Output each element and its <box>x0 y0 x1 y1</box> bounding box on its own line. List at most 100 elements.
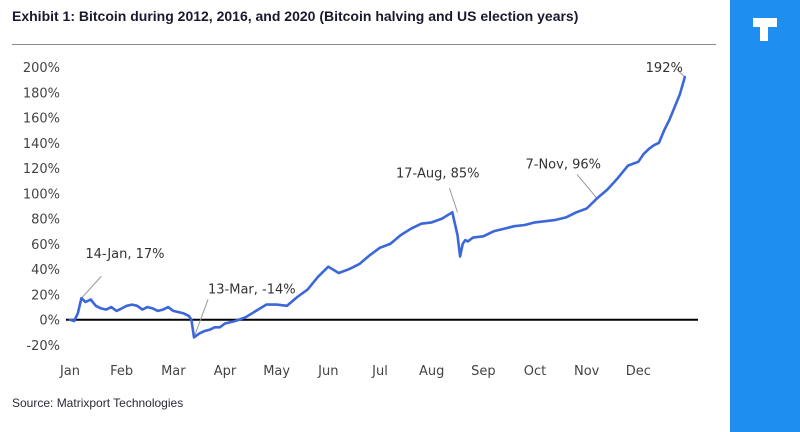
data-point <box>492 230 495 233</box>
data-point <box>208 329 211 331</box>
data-point <box>668 119 671 121</box>
data-point <box>456 234 459 236</box>
data-point <box>167 306 169 308</box>
data-point <box>503 227 505 230</box>
data-point <box>678 94 681 96</box>
data-point <box>420 222 423 225</box>
annotation-leader <box>80 275 102 299</box>
x-tick-label: May <box>263 364 290 379</box>
x-tick-label: Dec <box>626 364 651 379</box>
annotation-leader <box>576 174 598 199</box>
data-point <box>399 234 402 236</box>
brand-sidebar <box>730 0 800 432</box>
data-point <box>224 322 226 325</box>
chart-title: Exhibit 1: Bitcoin during 2012, 2016, an… <box>12 8 579 24</box>
data-point <box>136 305 138 307</box>
data-point <box>126 305 128 307</box>
x-tick-label: Feb <box>110 364 133 379</box>
data-point <box>255 310 257 312</box>
data-point <box>534 221 536 224</box>
data-point <box>306 288 309 291</box>
data-point <box>673 106 676 109</box>
y-tick-label: 100% <box>23 187 60 202</box>
data-point <box>95 305 97 307</box>
data-point <box>182 312 185 315</box>
x-tick-label: Jul <box>371 364 388 379</box>
data-point <box>80 297 83 299</box>
data-point <box>188 315 190 317</box>
data-point <box>244 316 247 319</box>
data-point <box>596 197 598 200</box>
data-point <box>554 219 557 221</box>
data-point <box>513 225 516 227</box>
data-point <box>193 336 195 339</box>
data-point <box>327 265 330 268</box>
y-tick-label: 40% <box>31 263 60 278</box>
data-point <box>348 268 350 270</box>
data-point <box>637 161 640 163</box>
data-point <box>234 320 237 322</box>
data-point <box>162 308 164 311</box>
data-point <box>219 326 221 329</box>
y-tick-label: 80% <box>31 213 60 228</box>
data-point <box>146 306 149 308</box>
data-point <box>151 307 154 310</box>
data-point <box>275 303 278 306</box>
data-point <box>410 227 412 230</box>
data-point <box>337 272 340 274</box>
data-point <box>172 310 175 312</box>
data-point <box>115 310 118 312</box>
data-point <box>89 298 92 301</box>
annotation-leader <box>676 68 686 78</box>
data-point <box>464 239 467 241</box>
data-point <box>461 243 464 245</box>
x-tick-label: Apr <box>214 364 237 379</box>
x-tick-label: Sep <box>471 364 496 379</box>
data-point <box>296 296 299 298</box>
source-note: Source: Matrixport Technologies <box>12 396 184 410</box>
data-point <box>198 332 200 335</box>
data-point <box>575 211 578 214</box>
data-point <box>77 312 79 315</box>
data-point <box>177 311 180 313</box>
data-point <box>642 153 645 155</box>
data-point <box>606 188 609 191</box>
series-line <box>68 75 687 339</box>
data-point <box>627 164 629 167</box>
data-point <box>120 307 123 310</box>
x-tick-label: Nov <box>574 364 600 379</box>
brand-logo-icon <box>753 18 777 41</box>
data-point <box>653 144 655 147</box>
data-point <box>73 320 75 322</box>
data-point <box>523 224 526 226</box>
y-tick-label: 20% <box>31 288 60 303</box>
x-tick-label: Jun <box>317 364 338 379</box>
data-point <box>482 235 485 238</box>
data-point <box>647 148 650 150</box>
data-point <box>430 221 433 224</box>
annotation-leader <box>193 299 209 338</box>
x-tick-label: Aug <box>419 364 444 379</box>
annotation-leader <box>449 188 458 213</box>
data-point <box>544 220 547 222</box>
data-point <box>100 307 102 310</box>
y-tick-label: -20% <box>26 339 60 354</box>
y-tick-label: 160% <box>23 112 60 127</box>
data-point <box>441 217 443 220</box>
x-tick-label: Jan <box>59 364 80 379</box>
data-point <box>616 177 619 179</box>
data-point <box>379 246 381 249</box>
y-tick-label: 140% <box>23 137 60 152</box>
data-point <box>141 308 144 311</box>
data-point <box>663 129 665 131</box>
data-point <box>565 216 567 219</box>
data-point <box>358 263 361 265</box>
data-point <box>105 308 107 311</box>
data-point <box>389 243 392 245</box>
data-point <box>213 326 216 329</box>
annotation-label: 7-Nov, 96% <box>526 157 602 172</box>
annotation-label: 14-Jan, 17% <box>85 247 164 262</box>
data-point <box>368 254 371 257</box>
y-tick-label: 0% <box>39 314 60 329</box>
title-divider <box>12 44 716 45</box>
